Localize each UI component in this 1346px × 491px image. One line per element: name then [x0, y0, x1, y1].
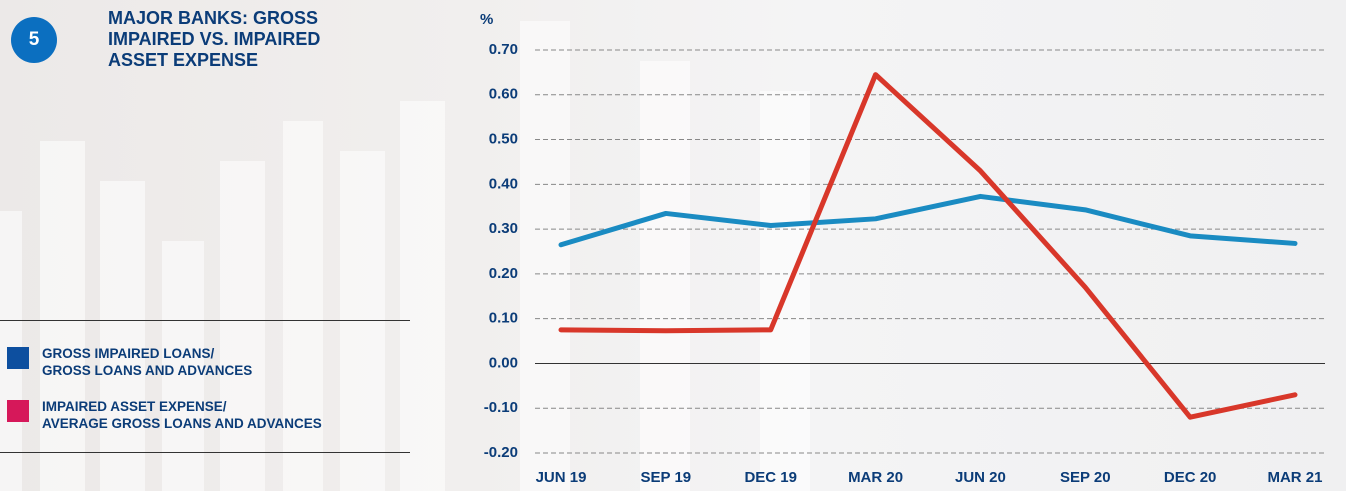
legend-swatch — [7, 400, 29, 422]
y-tick-label: 0.70 — [489, 41, 518, 58]
legend-rule — [0, 452, 410, 453]
background-bar — [100, 181, 145, 491]
background-bar — [640, 61, 690, 491]
background-bar — [400, 101, 445, 491]
legend-label: GROSS IMPAIRED LOANS/ GROSS LOANS AND AD… — [42, 346, 253, 378]
x-tick-label: MAR 20 — [848, 469, 903, 486]
x-tick-label: JUN 19 — [536, 469, 587, 486]
figure-badge: 5 — [11, 17, 57, 63]
y-tick-label: 0.30 — [489, 220, 518, 237]
x-tick-label: JUN 20 — [955, 469, 1006, 486]
x-tick-label: DEC 20 — [1164, 469, 1217, 486]
x-tick-label: SEP 19 — [641, 469, 692, 486]
x-tick-label: MAR 21 — [1267, 469, 1322, 486]
y-tick-label: 0.10 — [489, 310, 518, 327]
legend-rule — [0, 320, 410, 321]
background-bar — [220, 161, 265, 491]
background-bar — [340, 151, 385, 491]
background-bar — [520, 21, 570, 491]
chart-title: MAJOR BANKS: GROSS IMPAIRED VS. IMPAIRED… — [108, 8, 321, 70]
background-bar — [283, 121, 323, 491]
legend-swatch — [7, 347, 29, 369]
y-tick-label: 0.00 — [489, 354, 518, 371]
line-series — [558, 193, 1298, 248]
line-series — [558, 72, 1298, 420]
background-bar — [40, 141, 85, 491]
y-axis-label: % — [480, 11, 493, 28]
background-bar — [162, 241, 204, 491]
y-tick-label: 0.50 — [489, 131, 518, 148]
y-tick-label: -0.10 — [484, 399, 518, 416]
y-tick-label: 0.20 — [489, 265, 518, 282]
y-tick-label: 0.60 — [489, 86, 518, 103]
y-tick-label: 0.40 — [489, 175, 518, 192]
x-tick-label: DEC 19 — [744, 469, 797, 486]
legend-label: IMPAIRED ASSET EXPENSE/ AVERAGE GROSS LO… — [42, 399, 322, 431]
x-tick-label: SEP 20 — [1060, 469, 1111, 486]
y-tick-label: -0.20 — [484, 444, 518, 461]
